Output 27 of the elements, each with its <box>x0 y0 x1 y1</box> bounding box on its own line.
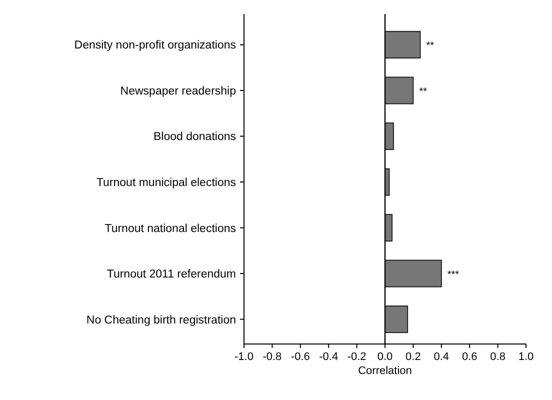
y-tick-label: Density non-profit organizations <box>74 40 236 52</box>
x-tick-label: -1.0 <box>234 351 254 363</box>
x-tick-label: 0.4 <box>434 351 450 363</box>
x-tick-label: -0.6 <box>290 351 310 363</box>
bar <box>384 30 421 58</box>
bar <box>384 306 408 334</box>
x-tick-label: 0.6 <box>462 351 478 363</box>
bar <box>384 260 442 288</box>
bar <box>384 122 394 150</box>
y-tick-label: Blood donations <box>154 131 236 144</box>
x-tick-label: 0.2 <box>406 351 421 363</box>
x-tick-label: 0.0 <box>377 351 393 363</box>
x-tick-label: 0.8 <box>490 351 506 363</box>
y-tick-label: Turnout 2011 referendum <box>106 268 236 281</box>
annotation: *** <box>447 270 460 281</box>
x-tick-label: -0.8 <box>262 351 282 363</box>
y-tick-label: Turnout municipal elections <box>96 177 236 189</box>
y-tick-label: No Cheating birth registration <box>86 314 236 326</box>
bar <box>384 76 414 104</box>
x-tick-label: -0.2 <box>347 351 366 363</box>
annotation: ** <box>426 40 434 52</box>
x-tick-label: 1.0 <box>518 351 534 363</box>
x-tick-label: -0.4 <box>319 351 338 363</box>
x-axis-title: Correlation <box>358 365 412 377</box>
y-tick-label: Turnout national elections <box>104 222 236 235</box>
y-tick-label: Newspaper readership <box>120 85 236 98</box>
annotation: ** <box>419 86 428 98</box>
